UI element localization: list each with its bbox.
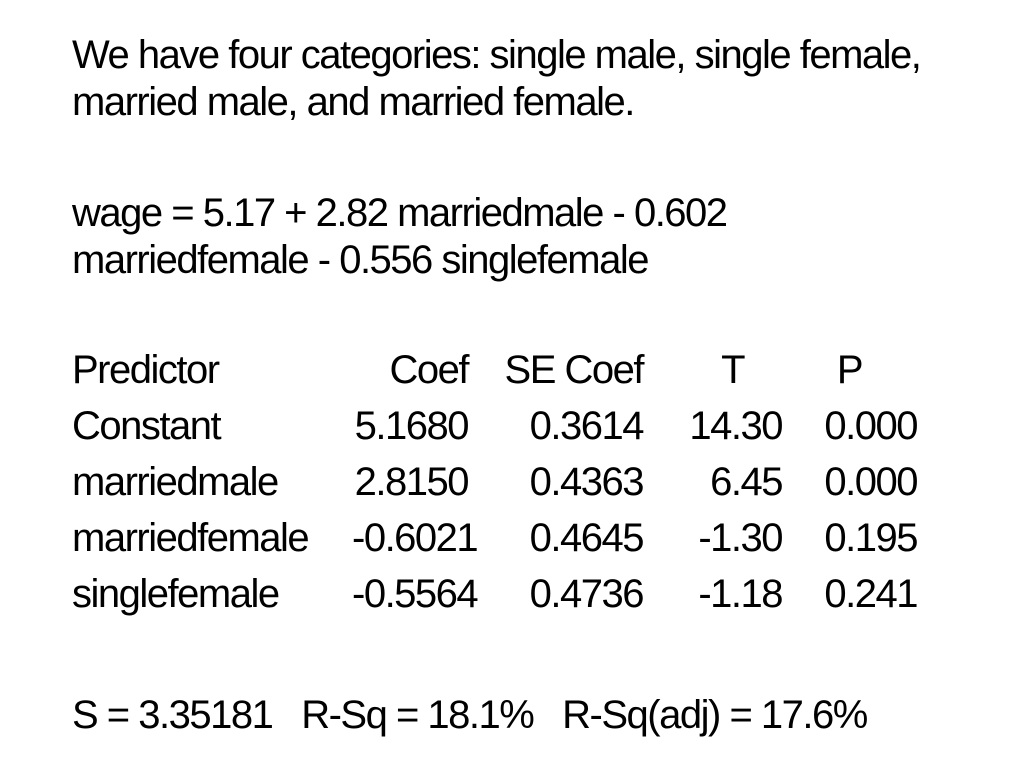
table-row-t: -1.18 (698, 572, 783, 616)
regression-table: Predictor Coef SE Coef T P Constant 5.16… (72, 342, 919, 622)
table-row-t: -1.30 (698, 516, 783, 560)
table-row-p: 0.000 (824, 404, 918, 448)
table-row-p: 0.241 (824, 572, 918, 616)
intro-line-2: married male, and married female. (72, 80, 635, 124)
table-row-t: 14.30 (689, 404, 783, 448)
table-row-predictor: singlefemale (72, 572, 280, 616)
table-row-predictor: marriedmale (72, 460, 279, 504)
table-row-p: 0.000 (824, 460, 918, 504)
table-header-coef: Coef (389, 348, 470, 392)
model-summary-line: S = 3.35181 R-Sq = 18.1% R-Sq(adj) = 17.… (72, 693, 868, 737)
table-row-se-coef: 0.3614 (529, 404, 645, 448)
table-row-se-coef: 0.4363 (529, 460, 645, 504)
table-row-se-coef: 0.4645 (529, 516, 645, 560)
intro-line-1: We have four categories: single male, si… (72, 33, 922, 77)
table-row-coef: 2.8150 (354, 460, 470, 504)
equation-line-2: marriedfemale - 0.556 singlefemale (72, 238, 649, 282)
table-row-coef: 5.1680 (354, 404, 470, 448)
table-row-coef: -0.5564 (352, 572, 479, 616)
table-row-predictor: marriedfemale (72, 516, 310, 560)
table-header-p: P (836, 348, 864, 392)
table-row-p: 0.195 (824, 516, 918, 560)
model-summary: S = 3.35181 R-Sq = 18.1% R-Sq(adj) = 17.… (72, 692, 868, 739)
intro-paragraph: We have four categories: single male, si… (72, 32, 922, 126)
table-row-se-coef: 0.4736 (529, 572, 645, 616)
table-header-se-coef: SE Coef (504, 348, 645, 392)
equation-line-1: wage = 5.17 + 2.82 marriedmale - 0.602 (72, 191, 728, 235)
table-row-predictor: Constant (72, 404, 222, 448)
table-header-t: T (721, 348, 745, 392)
table-header-predictor: Predictor (72, 348, 220, 392)
regression-equation: wage = 5.17 + 2.82 marriedmale - 0.602 m… (72, 190, 728, 284)
table-row-t: 6.45 (710, 460, 783, 504)
table-row-coef: -0.6021 (352, 516, 479, 560)
